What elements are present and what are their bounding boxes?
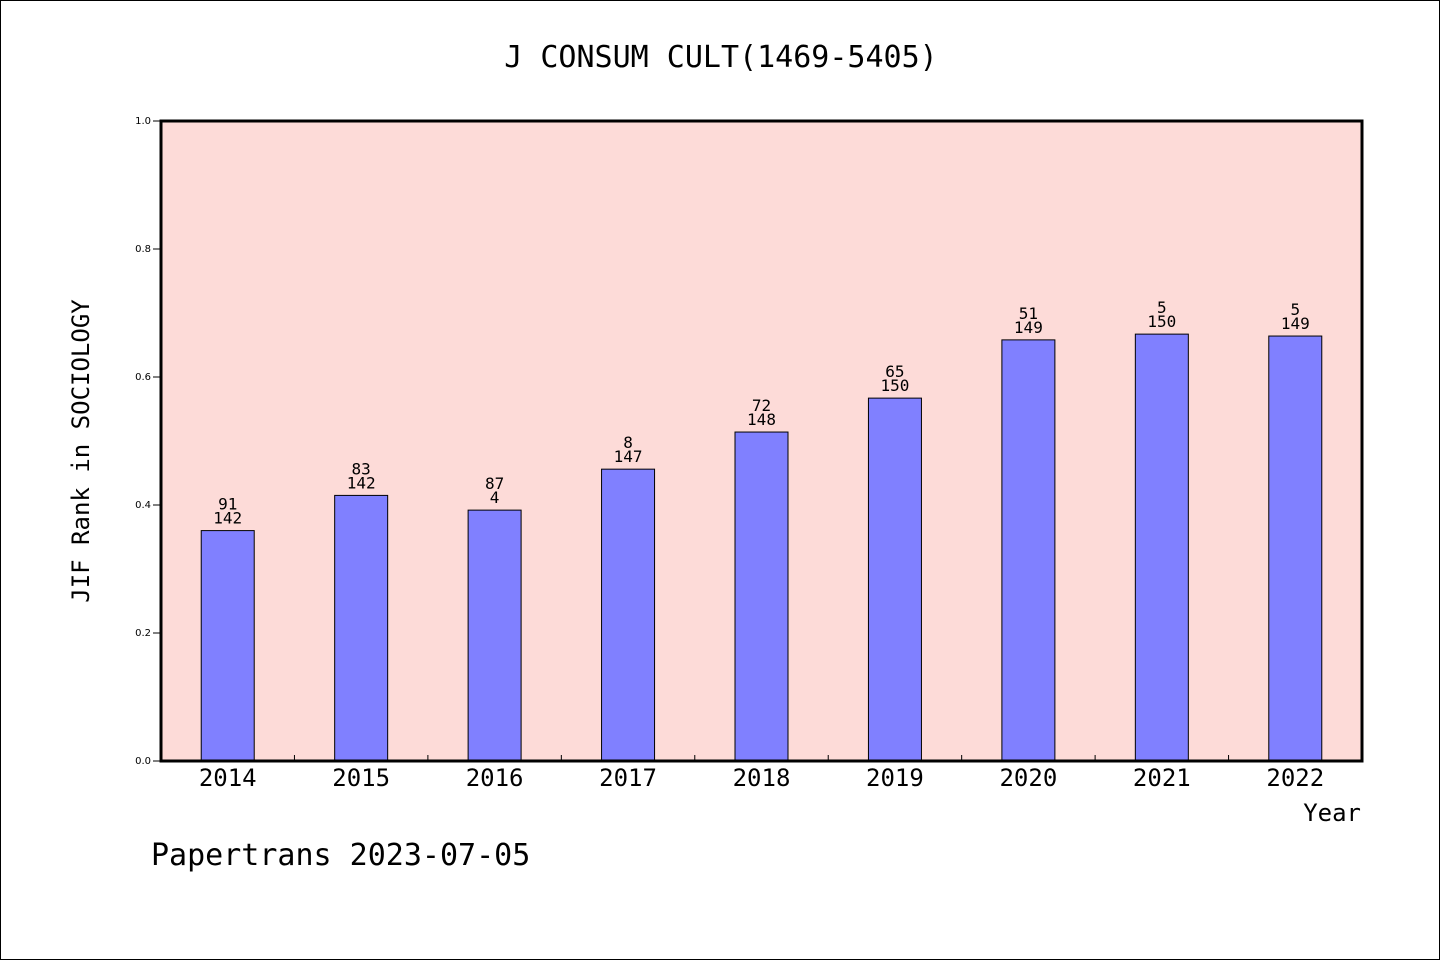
x-axis-label: Year bbox=[1303, 799, 1361, 827]
bar-2014 bbox=[200, 530, 255, 762]
bar-label-total: 142 bbox=[213, 509, 242, 528]
x-tick-label: 2022 bbox=[1266, 764, 1324, 792]
x-tick-label: 2016 bbox=[466, 764, 524, 792]
bar-2015 bbox=[334, 494, 389, 762]
x-tick-label: 2021 bbox=[1133, 764, 1191, 792]
bar-label-rank: 83 bbox=[352, 459, 371, 478]
bar-2020 bbox=[1001, 339, 1056, 762]
bar-2017 bbox=[601, 468, 656, 762]
bar-2016 bbox=[467, 509, 522, 762]
y-axis: 0.0 0.2 0.4 0.6 0.8 1.0 bbox=[135, 116, 161, 767]
x-axis: 2014 2015 2016 2017 2018 2019 2020 2021 2022 bbox=[199, 755, 1324, 792]
bar-label-rank: 87 bbox=[485, 474, 504, 493]
y-tick-label: 0.8 bbox=[135, 244, 151, 255]
bar-label-total: 147 bbox=[614, 447, 643, 466]
y-tick-label: 0.4 bbox=[135, 500, 151, 511]
x-tick-label: 2019 bbox=[866, 764, 924, 792]
y-tick-label: 0.0 bbox=[135, 756, 151, 767]
bar-label-total: 148 bbox=[747, 410, 776, 429]
bar-2018 bbox=[734, 431, 789, 762]
bar-label-rank: 51 bbox=[1019, 304, 1038, 323]
bar-2021 bbox=[1134, 333, 1189, 762]
plot-border bbox=[159, 119, 1364, 763]
bar-label-total: 142 bbox=[347, 473, 376, 492]
bar-label-total: 150 bbox=[1147, 312, 1176, 331]
bar-label-rank: 5 bbox=[1157, 298, 1167, 317]
bar-label-rank: 91 bbox=[218, 495, 237, 514]
bar-series bbox=[200, 333, 1323, 762]
bar-2019 bbox=[867, 397, 922, 762]
y-tick-label: 0.6 bbox=[135, 372, 151, 383]
x-tick-label: 2017 bbox=[599, 764, 657, 792]
bar-label-rank: 5 bbox=[1290, 300, 1300, 319]
chart-title: J CONSUM CULT(1469-5405) bbox=[504, 40, 937, 75]
bar-label-total: 149 bbox=[1014, 318, 1043, 337]
x-tick-label: 2020 bbox=[999, 764, 1057, 792]
footer-text: Papertrans 2023-07-05 bbox=[151, 838, 530, 873]
bar-2022 bbox=[1268, 335, 1323, 762]
y-tick-label: 1.0 bbox=[135, 116, 151, 127]
bar-label-total: 150 bbox=[880, 376, 909, 395]
bar-label-rank: 72 bbox=[752, 396, 771, 415]
bar-label-rank: 8 bbox=[623, 433, 633, 452]
bar-label-total: 149 bbox=[1281, 314, 1310, 333]
y-axis-label: JIF Rank in SOCIOLOGY bbox=[67, 299, 95, 603]
x-tick-label: 2018 bbox=[733, 764, 791, 792]
y-tick-label: 0.2 bbox=[135, 628, 151, 639]
x-tick-label: 2015 bbox=[332, 764, 390, 792]
bar-label-rank: 65 bbox=[885, 362, 904, 381]
x-tick-label: 2014 bbox=[199, 764, 257, 792]
bar-label-total: 4 bbox=[490, 488, 500, 507]
